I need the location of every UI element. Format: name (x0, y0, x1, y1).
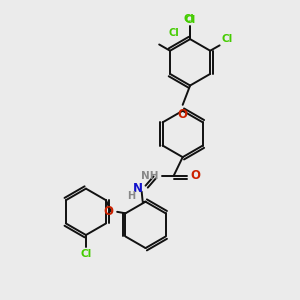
Text: Cl: Cl (183, 14, 194, 24)
Text: NH: NH (141, 171, 159, 181)
Text: Cl: Cl (80, 249, 92, 259)
Text: Cl: Cl (184, 15, 196, 25)
Text: O: O (191, 169, 201, 182)
Text: Cl: Cl (222, 34, 233, 44)
Text: O: O (103, 205, 114, 218)
Text: O: O (178, 108, 188, 122)
Text: N: N (133, 182, 142, 194)
Text: H: H (127, 191, 135, 201)
Text: Cl: Cl (169, 28, 180, 38)
